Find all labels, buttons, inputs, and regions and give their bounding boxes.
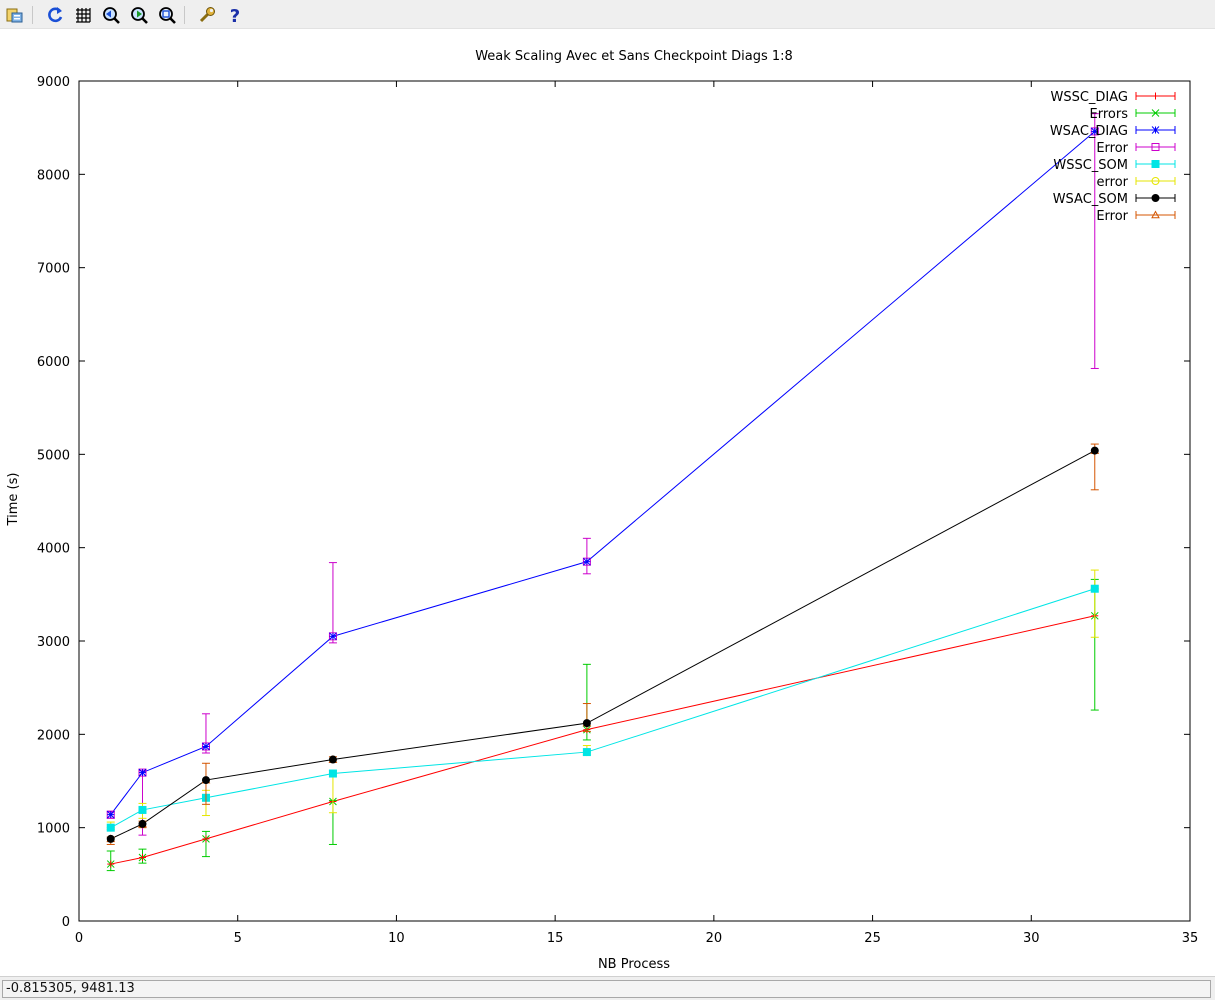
x-tick-label: 25 — [864, 931, 881, 946]
y-tick-label: 2000 — [37, 728, 70, 743]
series-line — [110, 131, 1096, 815]
y-tick-label: 4000 — [37, 542, 70, 557]
data-point — [329, 632, 337, 641]
zoom-unzoom-icon[interactable] — [156, 4, 178, 26]
data-point — [1090, 127, 1099, 136]
legend-label: WSAC_DIAG — [1050, 124, 1128, 139]
replot-icon[interactable] — [44, 4, 66, 26]
y-tick-label: 0 — [62, 915, 70, 930]
series-line — [110, 615, 1095, 865]
legend-entry: WSAC_SOM — [1053, 192, 1176, 207]
data-point — [583, 557, 591, 566]
data-point — [138, 768, 147, 777]
legend-marker — [1151, 210, 1160, 219]
chart[interactable]: Weak Scaling Avec et Sans Checkpoint Dia… — [0, 29, 1215, 975]
export-icon[interactable] — [4, 4, 26, 26]
legend-entry: Error — [1096, 209, 1176, 224]
data-point — [328, 755, 337, 764]
y-axis-label: Time (s) — [6, 473, 21, 527]
toolbar-separator — [184, 6, 185, 24]
x-tick-label: 5 — [234, 931, 242, 946]
axes: 0 5 10 15 20 25 30 35 0 1000 2000 3000 4000 5000 6000 7… — [37, 75, 1198, 946]
data-point — [138, 819, 147, 828]
legend-marker — [1151, 160, 1160, 168]
data-point — [138, 854, 146, 862]
plot-area[interactable]: Weak Scaling Avec et Sans Checkpoint Dia… — [0, 29, 1215, 975]
error-bar — [582, 537, 591, 575]
legend-marker — [1151, 194, 1160, 202]
error-bar — [1090, 113, 1099, 369]
y-tick-label: 5000 — [37, 448, 70, 463]
legend-entry: WSSC_DIAG — [1050, 90, 1176, 105]
error-bar — [1090, 569, 1099, 638]
data-point — [202, 742, 210, 751]
data-point — [107, 860, 115, 868]
legend-marker — [1152, 92, 1159, 100]
svg-text:?: ? — [230, 6, 240, 24]
x-tick-label: 15 — [547, 931, 564, 946]
data-point — [582, 719, 591, 728]
legend-label: Errors — [1090, 107, 1129, 122]
settings-icon[interactable] — [196, 4, 218, 26]
x-tick-label: 10 — [388, 931, 405, 946]
legend-marker — [1151, 126, 1160, 134]
x-tick-label: 30 — [1023, 931, 1040, 946]
data-point — [138, 805, 147, 814]
y-tick-label: 6000 — [37, 355, 70, 370]
series-3 — [106, 443, 1100, 845]
legend-label: WSSC_SOM — [1053, 158, 1128, 173]
y-tick-label: 8000 — [37, 168, 70, 183]
legend-marker — [1151, 143, 1160, 151]
legend-entry: error — [1097, 175, 1176, 190]
help-icon[interactable]: ? — [224, 4, 246, 26]
toolbar-separator — [32, 6, 33, 24]
series-layer — [106, 113, 1100, 872]
legend-label: WSSC_DIAG — [1050, 90, 1128, 105]
plot-border — [78, 80, 1191, 922]
legend: WSSC_DIAG Errors WSAC_DIAG Error WSSC_SOMerr… — [1050, 90, 1176, 224]
legend-label: WSAC_SOM — [1053, 192, 1128, 207]
y-tick-label: 7000 — [37, 262, 70, 277]
data-point — [106, 834, 115, 843]
legend-entry: WSSC_SOM — [1053, 158, 1176, 173]
chart-title: Weak Scaling Avec et Sans Checkpoint Dia… — [475, 49, 793, 64]
grid-icon[interactable] — [72, 4, 94, 26]
legend-marker — [1151, 109, 1160, 117]
series-line — [110, 588, 1095, 829]
legend-entry: Error — [1096, 141, 1176, 156]
legend-label: Error — [1096, 209, 1128, 224]
series-1 — [106, 113, 1099, 836]
x-tick-label: 20 — [706, 931, 723, 946]
coordinate-readout: -0.815305, 9481.13 — [2, 980, 1211, 998]
series-2 — [106, 569, 1099, 832]
legend-label: error — [1097, 175, 1129, 190]
y-tick-label: 3000 — [37, 635, 70, 650]
data-point — [201, 776, 210, 785]
legend-marker — [1151, 177, 1160, 185]
zoom-previous-icon[interactable] — [100, 4, 122, 26]
data-point — [328, 769, 337, 778]
toolbar: ? — [0, 0, 1215, 29]
legend-label: Error — [1096, 141, 1128, 156]
x-axis-label: NB Process — [598, 957, 670, 972]
data-point — [582, 748, 591, 757]
zoom-next-icon[interactable] — [128, 4, 150, 26]
series-line — [110, 450, 1096, 840]
data-point — [1090, 446, 1099, 455]
x-tick-label: 0 — [75, 931, 83, 946]
data-point — [106, 823, 115, 832]
data-point — [106, 810, 115, 819]
status-bar: -0.815305, 9481.13 — [0, 976, 1215, 1000]
y-tick-label: 1000 — [37, 822, 70, 837]
data-point — [202, 835, 210, 843]
series-0 — [106, 578, 1099, 872]
data-point — [1090, 584, 1099, 593]
error-bar — [201, 830, 210, 858]
legend-entry: Errors — [1090, 107, 1176, 122]
error-bar — [328, 562, 337, 644]
x-tick-label: 35 — [1182, 931, 1199, 946]
legend-entry: WSAC_DIAG — [1050, 124, 1176, 139]
y-tick-label: 9000 — [37, 75, 70, 90]
